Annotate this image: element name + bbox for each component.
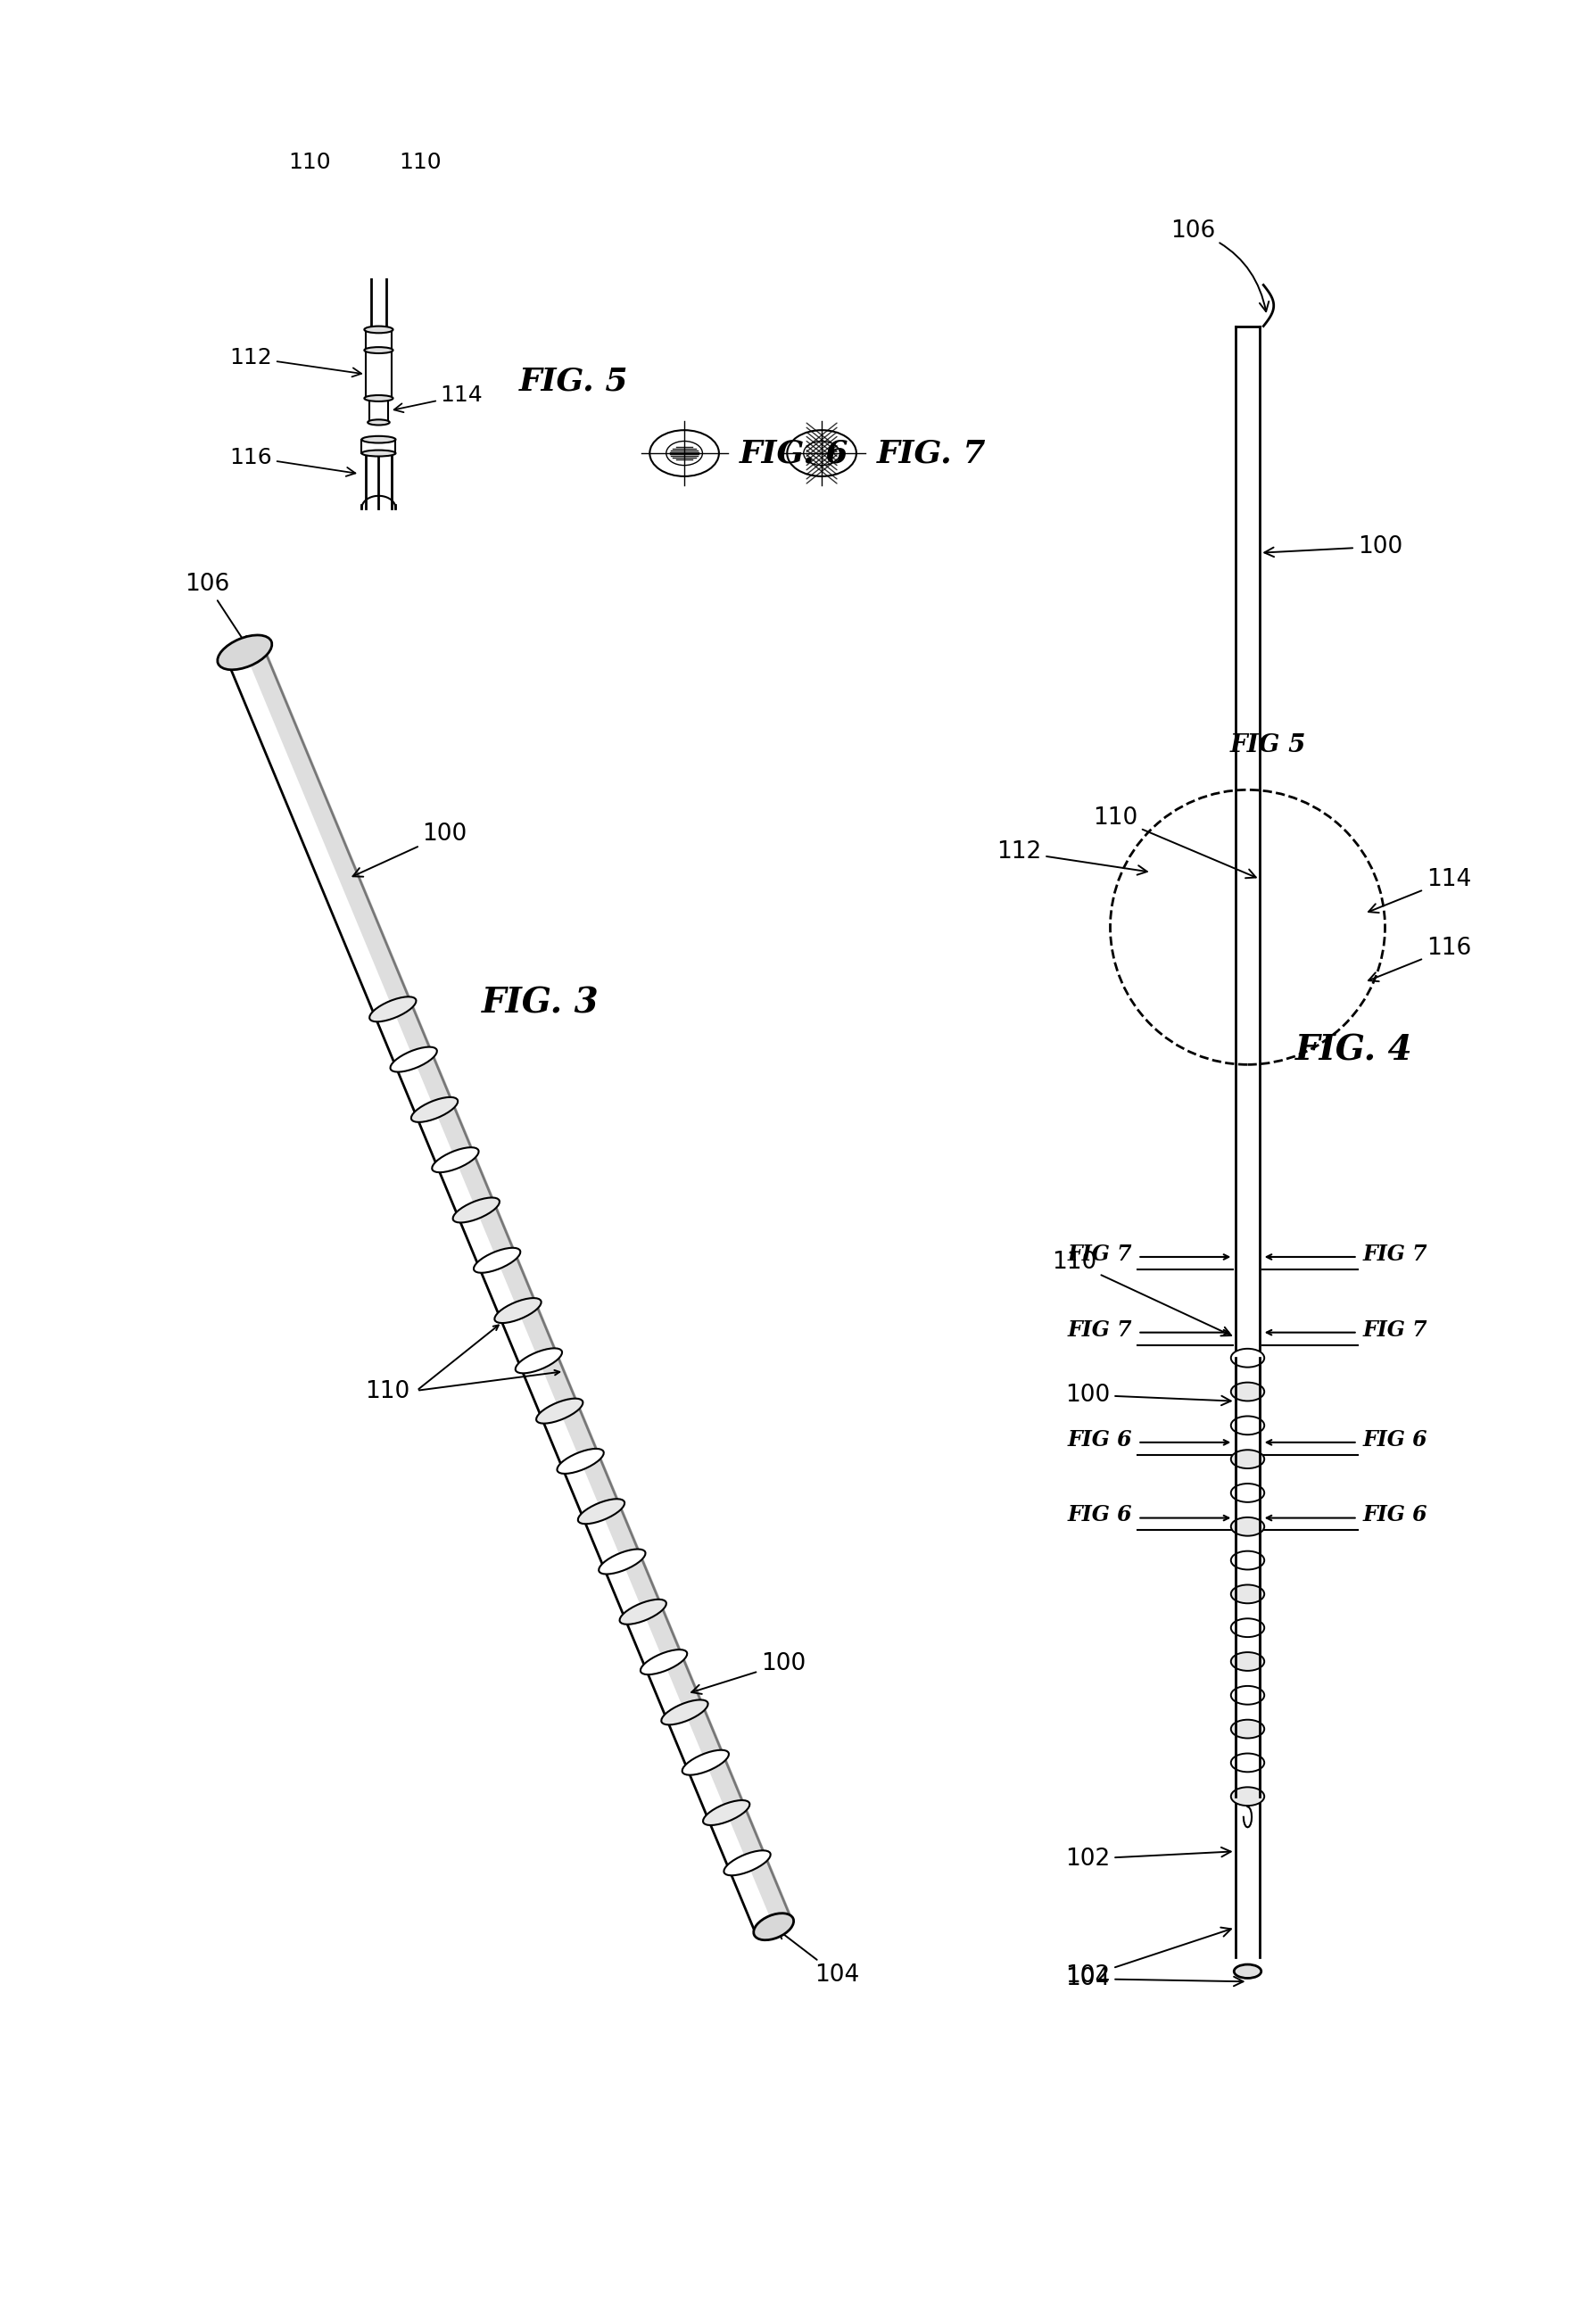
Ellipse shape: [1231, 1450, 1264, 1468]
Text: FIG. 5: FIG. 5: [519, 367, 629, 397]
Ellipse shape: [1231, 1484, 1264, 1503]
Text: 100: 100: [691, 1652, 806, 1693]
Text: 110: 110: [365, 1380, 410, 1403]
Ellipse shape: [364, 395, 393, 402]
Ellipse shape: [364, 325, 393, 332]
Ellipse shape: [536, 1398, 583, 1424]
Text: FIG 6: FIG 6: [1363, 1429, 1428, 1450]
Text: FIG 7: FIG 7: [1363, 1243, 1428, 1264]
Ellipse shape: [1231, 1686, 1264, 1705]
Text: 112: 112: [230, 346, 361, 376]
Ellipse shape: [1231, 1417, 1264, 1436]
Ellipse shape: [362, 437, 396, 444]
Text: 102: 102: [1066, 1928, 1231, 1988]
Ellipse shape: [753, 1914, 793, 1940]
Ellipse shape: [1231, 1552, 1264, 1570]
Text: 110: 110: [1093, 806, 1256, 878]
Text: 116: 116: [1368, 936, 1472, 980]
Text: FIG 6: FIG 6: [1363, 1505, 1428, 1526]
Ellipse shape: [557, 1450, 603, 1473]
Text: FIG 6: FIG 6: [1068, 1429, 1132, 1450]
Text: 114: 114: [394, 386, 484, 411]
Text: FIG. 4: FIG. 4: [1294, 1034, 1412, 1069]
Text: FIG 7: FIG 7: [1068, 1243, 1132, 1264]
Ellipse shape: [391, 1048, 437, 1071]
Ellipse shape: [1234, 1965, 1261, 1979]
Ellipse shape: [619, 1598, 666, 1624]
Ellipse shape: [412, 1096, 458, 1122]
Ellipse shape: [702, 1800, 750, 1826]
Ellipse shape: [474, 1247, 520, 1273]
Ellipse shape: [362, 451, 396, 455]
Ellipse shape: [725, 1851, 771, 1875]
Text: 110: 110: [399, 151, 440, 172]
Text: 112: 112: [998, 841, 1148, 876]
Ellipse shape: [1231, 1584, 1264, 1603]
Text: FIG 5: FIG 5: [1231, 734, 1306, 757]
Text: FIG 7: FIG 7: [1363, 1319, 1428, 1340]
Ellipse shape: [495, 1299, 541, 1324]
Text: 106: 106: [1170, 218, 1269, 311]
Ellipse shape: [453, 1199, 500, 1222]
Ellipse shape: [661, 1700, 709, 1724]
Ellipse shape: [1231, 1350, 1264, 1368]
Ellipse shape: [1231, 1786, 1264, 1805]
Text: 100: 100: [1066, 1382, 1231, 1405]
Text: FIG 7: FIG 7: [1068, 1319, 1132, 1340]
Ellipse shape: [1231, 1719, 1264, 1738]
Text: 116: 116: [230, 446, 356, 476]
Ellipse shape: [578, 1498, 624, 1524]
Ellipse shape: [1231, 1652, 1264, 1670]
Ellipse shape: [367, 420, 389, 425]
Ellipse shape: [370, 997, 417, 1022]
Text: 106: 106: [185, 574, 247, 646]
Ellipse shape: [433, 1148, 479, 1173]
Text: FIG. 3: FIG. 3: [482, 985, 598, 1020]
Text: 110: 110: [1052, 1250, 1231, 1336]
Text: 102: 102: [1066, 1847, 1231, 1870]
Ellipse shape: [598, 1549, 645, 1575]
Text: FIG. 7: FIG. 7: [876, 439, 986, 469]
Text: 100: 100: [353, 822, 468, 876]
Text: FIG 6: FIG 6: [1068, 1505, 1132, 1526]
Ellipse shape: [364, 346, 393, 353]
Ellipse shape: [1231, 1619, 1264, 1638]
Text: 110: 110: [289, 151, 332, 172]
Ellipse shape: [1231, 1517, 1264, 1536]
Ellipse shape: [681, 1749, 729, 1775]
Ellipse shape: [217, 634, 271, 669]
Text: 100: 100: [1264, 534, 1403, 558]
Ellipse shape: [640, 1649, 688, 1675]
Text: 114: 114: [1368, 869, 1472, 913]
Text: 104: 104: [777, 1930, 860, 1986]
Text: 104: 104: [1066, 1968, 1243, 1991]
Ellipse shape: [516, 1347, 562, 1373]
Text: FIG. 6: FIG. 6: [739, 439, 849, 469]
Ellipse shape: [1231, 1382, 1264, 1401]
Ellipse shape: [1231, 1754, 1264, 1772]
